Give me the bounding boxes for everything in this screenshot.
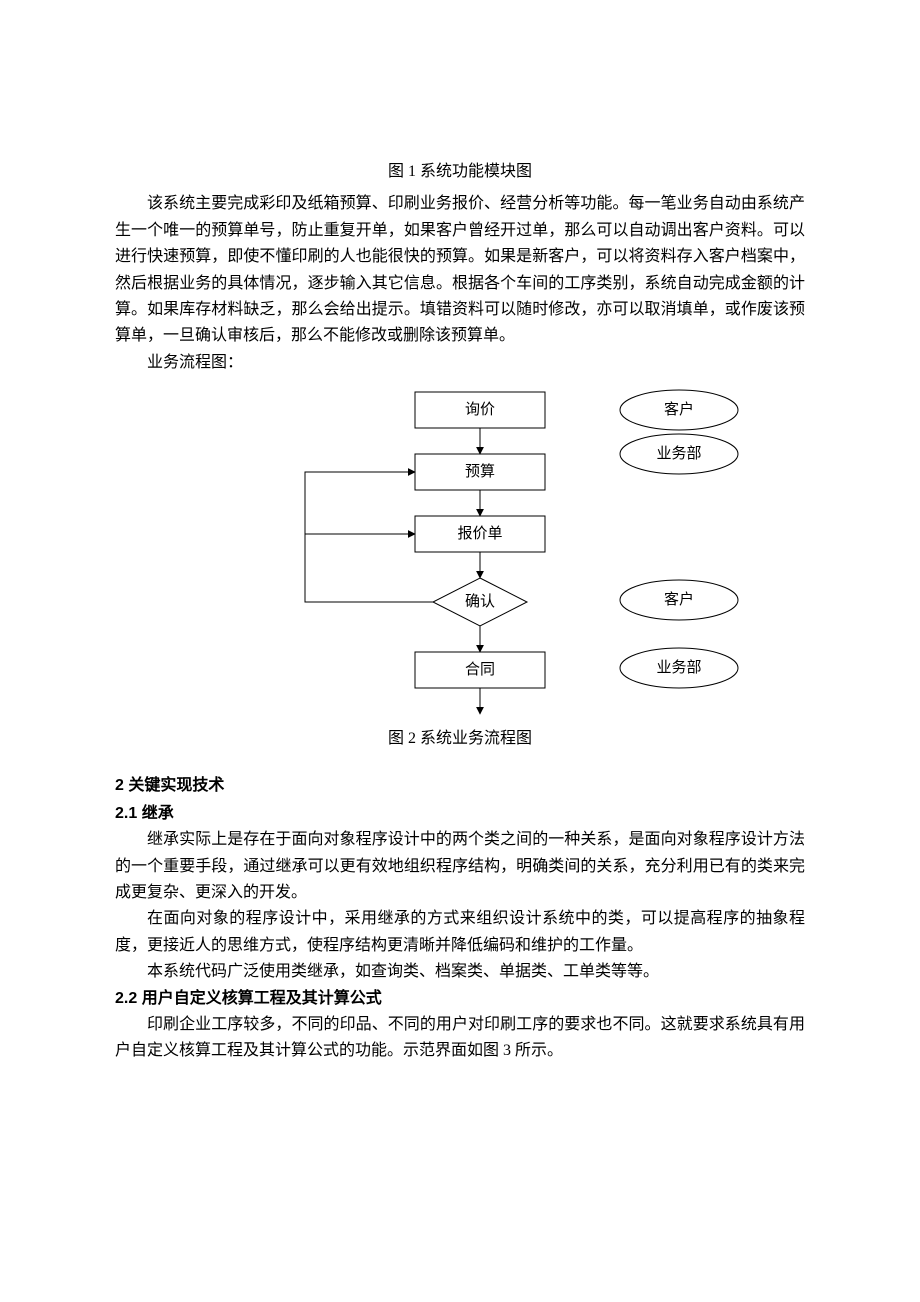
s2-1-p1: 继承实际上是存在于面向对象程序设计中的两个类之间的一种关系，是面向对象程序设计方… [115,827,805,906]
section2-2-heading: 2.2 用户自定义核算工程及其计算公式 [115,986,805,1012]
section2-1-heading: 2.1 继承 [115,801,805,827]
svg-text:合同: 合同 [465,661,495,678]
section2-heading: 2 关键实现技术 [115,773,805,799]
flow-label: 业务流程图： [115,350,805,376]
intro-paragraph: 该系统主要完成彩印及纸箱预算、印刷业务报价、经营分析等功能。每一笔业务自动由系统… [115,191,805,349]
svg-text:确认: 确认 [465,593,495,610]
svg-text:业务部: 业务部 [656,659,701,676]
svg-text:询价: 询价 [465,401,495,418]
svg-text:客户: 客户 [664,401,694,418]
svg-text:客户: 客户 [664,591,694,608]
svg-text:报价单: 报价单 [457,525,502,542]
s2-1-p2: 在面向对象的程序设计中，采用继承的方式来组织设计系统中的类，可以提高程序的抽象程… [115,906,805,959]
figure1-caption: 图 1 系统功能模块图 [115,159,805,185]
s2-2-p1: 印刷企业工序较多，不同的印品、不同的用户对印刷工序的要求也不同。这就要求系统具有… [115,1012,805,1065]
svg-text:业务部: 业务部 [656,445,701,462]
svg-text:预算: 预算 [465,462,495,480]
page-content: 图 1 系统功能模块图 该系统主要完成彩印及纸箱预算、印刷业务报价、经营分析等功… [0,0,920,1302]
figure2-caption: 图 2 系统业务流程图 [115,726,805,752]
s2-1-p3: 本系统代码广泛使用类继承，如查询类、档案类、单据类、工单类等等。 [115,959,805,985]
flowchart-svg: 询价预算报价单确认合同客户业务部客户业务部 [180,382,740,722]
